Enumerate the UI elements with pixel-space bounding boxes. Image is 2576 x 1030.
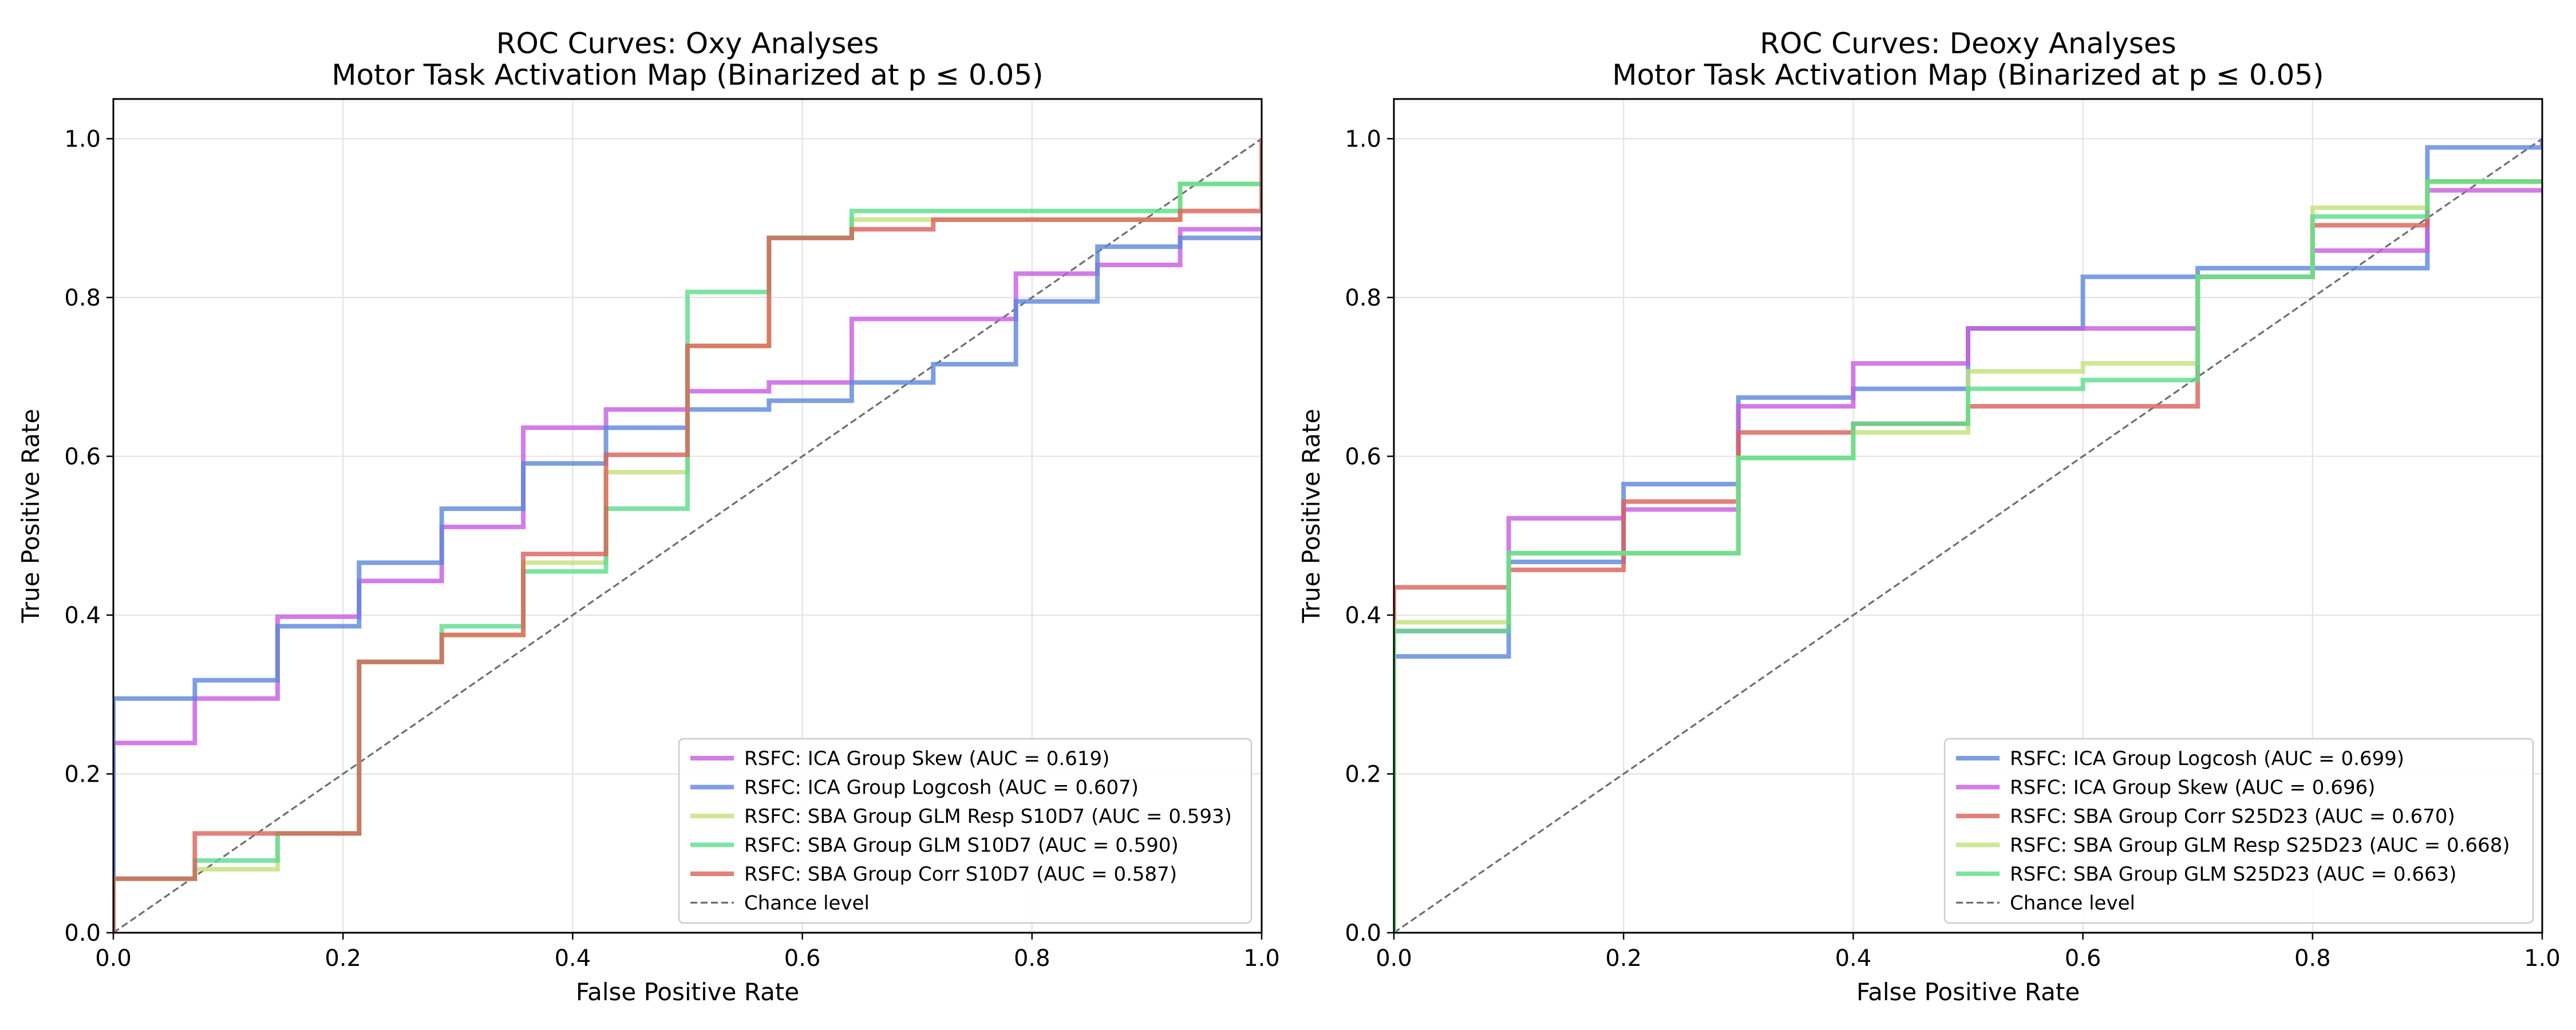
chance-level-line [113,138,1262,933]
axes-frame [112,98,1263,934]
chart-panel-1: 0.0 0.2 0.4 0.6 0.8 1.0 0.0 0.2 0.4 0.6 0.8 1.0 Fals… [17,27,1280,1006]
legend-label-4: RSFC: SBA Group GLM Resp S25D23 (AUC = 0… [2010,834,2510,857]
y-tick-label: 0.4 [64,603,101,629]
x-tick-label: 0.0 [95,945,132,972]
y-tick-label: 1.0 [1345,126,1381,152]
chart-title-line-1: ROC Curves: Oxy Analyses [496,27,879,60]
legend-box [678,738,1253,924]
y-tick-label: 0.0 [64,920,101,946]
y-axis-label: True Positive Rate [1297,409,1325,623]
x-tick-label: 1.0 [2524,945,2561,972]
legend-label-2: RSFC: ICA Group Logcosh (AUC = 0.607) [744,777,1139,799]
x-axis-label: False Positive Rate [1856,978,2080,1006]
y-tick-label: 0.6 [1345,443,1381,470]
x-tick-label: 0.6 [784,945,821,972]
legend-label-chance: Chance level [744,892,870,915]
y-tick-label: 0.6 [64,443,101,470]
x-tick-label: 0.8 [1014,945,1050,972]
legend-label-5: RSFC: SBA Group GLM S25D23 (AUC = 0.663) [2010,863,2456,886]
legend-label-chance: Chance level [2010,892,2135,915]
y-tick-label: 0.4 [1345,603,1381,629]
x-tick-label: 1.0 [1243,945,1280,972]
legend-label-2: RSFC: ICA Group Skew (AUC = 0.696) [2010,777,2375,799]
legend-label-5: RSFC: SBA Group Corr S10D7 (AUC = 0.587) [744,863,1177,886]
x-tick-label: 0.8 [2294,945,2331,972]
y-tick-label: 0.8 [64,285,101,311]
x-tick-label: 0.2 [1605,945,1642,972]
chart-title-line-1: ROC Curves: Deoxy Analyses [1760,27,2176,60]
x-tick-label: 0.4 [1835,945,1872,972]
legend: RSFC: ICA Group Skew (AUC = 0.619) RSFC: … [678,738,1253,924]
chance-level-line [1394,138,2542,933]
roc-curve-5 [113,138,1262,933]
legend-label-1: RSFC: ICA Group Logcosh (AUC = 0.699) [2010,747,2404,770]
y-tick-label: 0.8 [1345,285,1381,311]
chart-title-line-2: Motor Task Activation Map (Binarized at … [1612,58,2324,92]
y-tick-label: 0.0 [1345,920,1381,946]
x-tick-label: 0.4 [555,945,591,972]
x-tick-label: 0.0 [1376,945,1412,972]
legend-label-4: RSFC: SBA Group GLM S10D7 (AUC = 0.590) [744,834,1179,857]
axes-frame [1393,98,2543,934]
legend: RSFC: ICA Group Logcosh (AUC = 0.699) RSF… [1943,738,2534,924]
x-tick-label: 0.6 [2065,945,2101,972]
roc-curve-5 [1394,179,2542,933]
x-axis-label: False Positive Rate [576,978,799,1006]
y-tick-label: 1.0 [64,126,101,152]
y-tick-label: 0.2 [64,761,101,787]
legend-box [1943,738,2534,924]
chart-panel-2: 0.0 0.2 0.4 0.6 0.8 1.0 0.0 0.2 0.4 0.6 0.8 1.0 Fals… [1297,27,2561,1006]
legend-label-3: RSFC: SBA Group GLM Resp S10D7 (AUC = 0.… [744,805,1232,828]
y-axis-label: True Positive Rate [17,409,45,623]
y-tick-label: 0.2 [1345,761,1381,787]
chart-title-line-2: Motor Task Activation Map (Binarized at … [331,58,1043,92]
legend-label-1: RSFC: ICA Group Skew (AUC = 0.619) [744,747,1109,770]
x-tick-label: 0.2 [325,945,361,972]
legend-label-3: RSFC: SBA Group Corr S25D23 (AUC = 0.670… [2010,805,2455,828]
